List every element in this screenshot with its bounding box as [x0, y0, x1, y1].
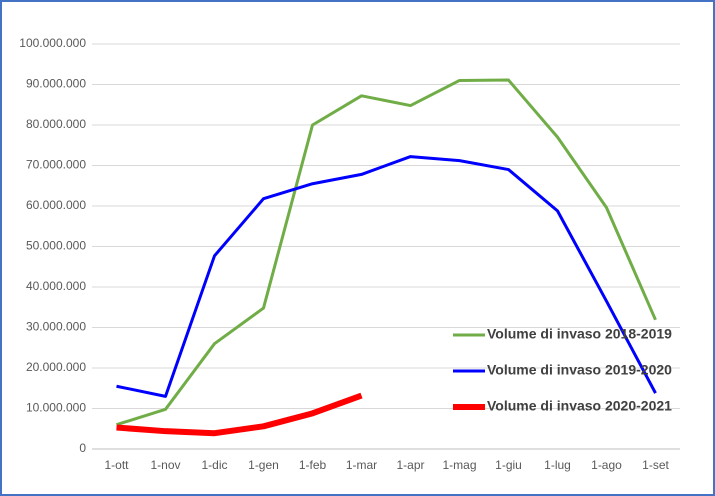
y-tick-label: 40.000.000: [26, 279, 86, 293]
y-tick-label: 70.000.000: [26, 158, 86, 172]
y-tick-label: 100.000.000: [19, 36, 86, 50]
y-tick-label: 90.000.000: [26, 77, 86, 91]
legend-label: Volume di invaso 2019-2020: [487, 362, 672, 378]
y-tick-label: 30.000.000: [26, 320, 86, 334]
y-tick-label: 0: [79, 441, 86, 455]
series-line: [116, 155, 657, 398]
x-tick-label: 1-mar: [346, 458, 377, 472]
x-tick-label: 1-giu: [495, 458, 522, 472]
y-tick-label: 60.000.000: [26, 198, 86, 212]
x-tick-label: 1-nov: [150, 458, 180, 472]
y-tick-label: 10.000.000: [26, 401, 86, 415]
y-tick-label: 80.000.000: [26, 117, 86, 131]
x-tick-label: 1-set: [642, 458, 669, 472]
legend-label: Volume di invaso 2018-2019: [487, 326, 672, 342]
series-line: [116, 392, 363, 437]
x-tick-label: 1-ago: [591, 458, 622, 472]
x-tick-label: 1-gen: [248, 458, 279, 472]
legend-label: Volume di invaso 2020-2021: [487, 398, 672, 414]
y-tick-label: 20.000.000: [26, 360, 86, 374]
x-tick-label: 1-ott: [104, 458, 129, 472]
x-tick-label: 1-lug: [544, 458, 571, 472]
series-line: [116, 78, 657, 427]
y-tick-label: 50.000.000: [26, 239, 86, 253]
x-tick-label: 1-mag: [442, 458, 476, 472]
x-tick-label: 1-dic: [201, 458, 227, 472]
x-tick-label: 1-apr: [396, 458, 424, 472]
x-tick-label: 1-feb: [299, 458, 327, 472]
